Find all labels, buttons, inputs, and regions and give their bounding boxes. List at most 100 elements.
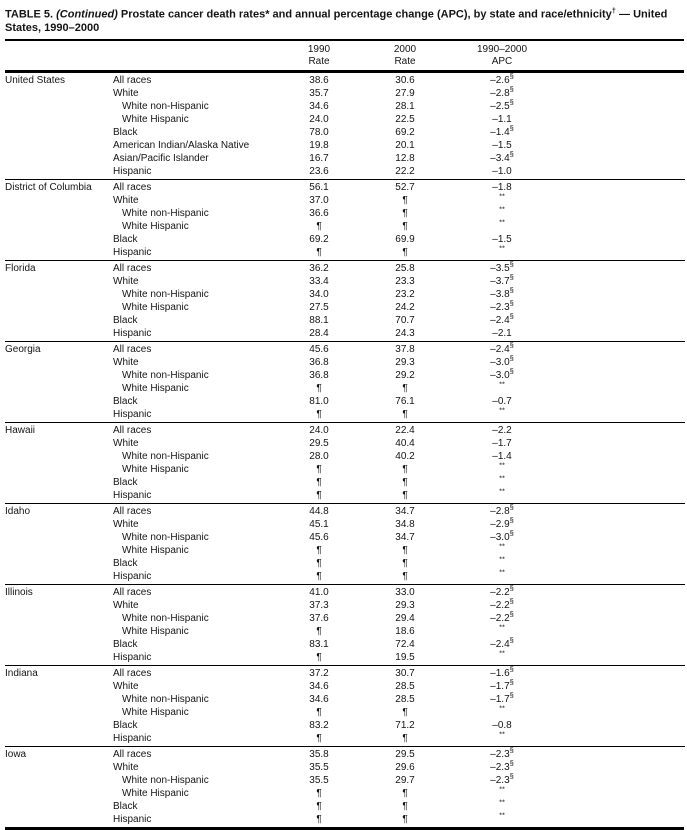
rate-2000-cell: ¶ <box>402 408 408 420</box>
rate-1990-cell: 38.6 <box>309 74 329 86</box>
apc-cell: –1.7§ <box>451 677 553 693</box>
state-section: Hawaii All races 24.0 22.4 –2.2 White 29.5 40.4… <box>5 423 685 504</box>
row-spacer <box>553 651 685 664</box>
state-section: United States All races 38.6 30.6 –2.6§ White… <box>5 72 685 180</box>
apc-value: –1.5 <box>492 233 512 245</box>
rate-2000-cell: 29.6 <box>395 761 415 773</box>
state-cell: Illinois <box>5 586 33 598</box>
rate-2000-cell: 23.3 <box>395 275 415 287</box>
apc-footnote-marker: § <box>509 745 514 755</box>
row-spacer <box>553 719 685 732</box>
apc-cell: ** <box>451 649 553 664</box>
race-cell: White non-Hispanic <box>122 531 209 543</box>
table-title-label: TABLE 5. <box>5 8 57 21</box>
table-row: White 33.4 23.3 –3.7§ <box>5 272 685 288</box>
table-row: Black 83.1 72.4 –2.4§ <box>5 636 685 651</box>
rate-2000-cell: ¶ <box>402 557 408 569</box>
apc-cell: –1.8 <box>451 181 553 194</box>
rate-2000-cell: ¶ <box>402 813 408 825</box>
row-spacer <box>553 356 685 369</box>
race-cell: All races <box>113 262 152 274</box>
rate-2000-cell: 33.0 <box>395 586 415 598</box>
race-cell: White <box>113 599 139 611</box>
state-cell <box>5 233 113 246</box>
row-spacer <box>553 74 685 87</box>
apc-value: –1.4 <box>490 126 510 138</box>
table-row: Hispanic 23.6 22.2 –1.0 <box>5 165 685 178</box>
apc-value: –3.5 <box>490 262 510 274</box>
race-cell: White <box>113 356 139 368</box>
table-row: White 35.7 27.9 –2.8§ <box>5 85 685 100</box>
rate-1990-cell: 41.0 <box>309 586 329 598</box>
apc-value: –2.3 <box>490 301 510 313</box>
apc-footnote-marker: § <box>509 528 514 538</box>
rate-2000-cell: 72.4 <box>395 638 415 650</box>
row-spacer <box>553 625 685 638</box>
apc-value: –1.4 <box>492 450 512 462</box>
apc-footnote-marker: § <box>509 609 514 619</box>
rate-1990-cell: 83.2 <box>309 719 329 731</box>
race-cell: White Hispanic <box>122 382 189 394</box>
apc-footnote-marker: ** <box>499 622 505 632</box>
state-cell <box>5 327 113 340</box>
row-spacer <box>553 408 685 421</box>
apc-footnote-marker: ** <box>499 204 505 214</box>
apc-footnote-marker: § <box>509 311 514 321</box>
apc-value: –1.1 <box>492 113 512 125</box>
header-spacer <box>553 44 685 68</box>
row-spacer <box>553 424 685 437</box>
apc-cell: –2.3§ <box>451 745 553 761</box>
state-cell <box>5 356 113 369</box>
state-cell <box>5 531 113 544</box>
table-row: Hispanic ¶ 19.5 ** <box>5 649 685 664</box>
apc-cell: ** <box>451 192 553 207</box>
apc-cell: –2.4§ <box>451 636 553 651</box>
apc-footnote-marker: § <box>509 677 514 687</box>
table-row: Illinois All races 41.0 33.0 –2.2§ <box>5 584 685 599</box>
apc-cell: ** <box>451 704 553 719</box>
apc-cell: –2.6§ <box>451 72 553 87</box>
apc-cell: –2.2 <box>451 424 553 437</box>
rate-2000-cell: ¶ <box>402 787 408 799</box>
apc-value: –2.4 <box>490 314 510 326</box>
race-cell: White non-Hispanic <box>122 450 209 462</box>
race-cell: White non-Hispanic <box>122 207 209 219</box>
rate-2000-cell: 40.4 <box>395 437 415 449</box>
rate-2000-cell: ¶ <box>402 463 408 475</box>
apc-footnote-marker: ** <box>499 541 505 551</box>
race-cell: Black <box>113 233 138 245</box>
row-spacer <box>553 369 685 382</box>
table-title-continued: (Continued) <box>56 8 121 21</box>
apc-value: –1.6 <box>490 667 510 679</box>
table-row: Black 88.1 70.7 –2.4§ <box>5 311 685 327</box>
apc-value: –2.2 <box>490 599 510 611</box>
rate-2000-cell: 24.2 <box>395 301 415 313</box>
row-spacer <box>553 505 685 518</box>
apc-footnote-marker: § <box>509 771 514 781</box>
race-cell: White Hispanic <box>122 625 189 637</box>
race-cell: White <box>113 761 139 773</box>
apc-footnote-marker: ** <box>499 554 505 564</box>
table-row: White Hispanic 24.0 22.5 –1.1 <box>5 113 685 126</box>
rate-1990-cell: 28.0 <box>309 450 329 462</box>
race-column-header <box>113 44 279 68</box>
table-row: White non-Hispanic 35.5 29.7 –2.3§ <box>5 771 685 787</box>
apc-cell: ** <box>451 473 553 489</box>
rate-2000-cell: 28.1 <box>395 100 415 112</box>
apc-footnote-marker: ** <box>499 473 505 483</box>
row-spacer <box>553 382 685 395</box>
apc-value: –2.4 <box>490 638 510 650</box>
state-cell <box>5 706 113 719</box>
rate-1990-cell: 45.1 <box>309 518 329 530</box>
table-row: Black 81.0 76.1 –0.7 <box>5 395 685 408</box>
apc-value: –2.2 <box>490 612 510 624</box>
column-header-apc: 1990–2000 APC <box>451 44 553 68</box>
table-row: Black 83.2 71.2 –0.8 <box>5 719 685 732</box>
apc-footnote-marker: § <box>509 664 514 674</box>
apc-footnote-marker: § <box>509 272 514 282</box>
apc-value: –2.1 <box>492 327 512 339</box>
table-row: White 37.0 ¶ ** <box>5 192 685 207</box>
row-spacer <box>553 126 685 139</box>
state-cell <box>5 408 113 421</box>
state-cell: Florida <box>5 262 36 274</box>
